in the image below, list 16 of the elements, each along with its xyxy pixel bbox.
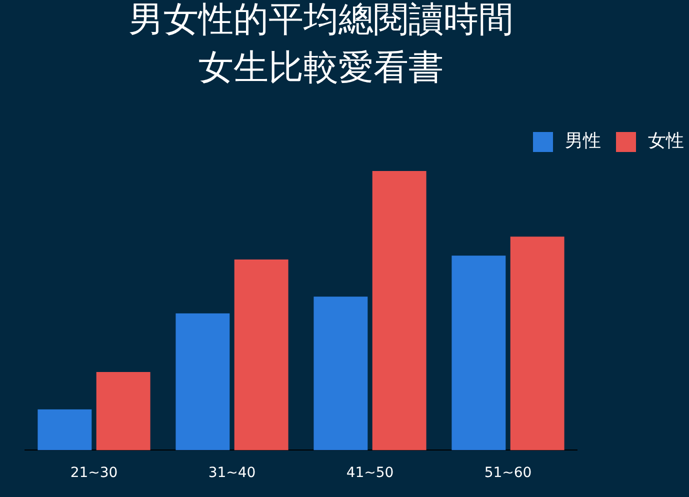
x-tick-label: 41~50 [346, 465, 394, 482]
x-tick-label: 51~60 [484, 465, 532, 482]
bar [96, 372, 150, 450]
bar [510, 236, 564, 450]
x-tick-label: 31~40 [208, 465, 256, 482]
bar [234, 260, 288, 450]
chart-subtitle: 女生比較愛看書 [198, 48, 444, 88]
legend-label: 女性 [648, 130, 684, 152]
bar [38, 409, 92, 450]
bar [452, 256, 506, 450]
chart-title: 男女性的平均總閱讀時間 [128, 0, 514, 40]
bar [372, 171, 426, 450]
x-tick-label: 21~30 [70, 465, 118, 482]
legend-label: 男性 [565, 130, 601, 152]
bar [314, 296, 368, 450]
bar [176, 313, 230, 450]
